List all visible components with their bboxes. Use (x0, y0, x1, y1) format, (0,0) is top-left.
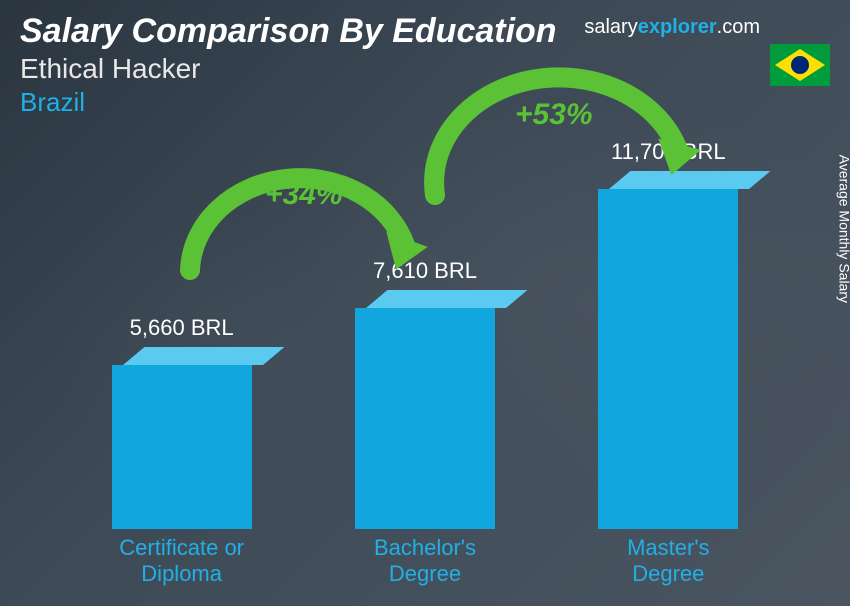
bar-front-face (355, 308, 495, 529)
bar-front-face (598, 189, 738, 529)
brand-accent: explorer (638, 16, 717, 38)
bar-front-face (112, 365, 252, 529)
bar (112, 347, 252, 529)
chart-country: Brazil (20, 87, 557, 118)
chart-title: Salary Comparison By Education (20, 12, 557, 51)
brand-label: salaryexplorer.com (584, 16, 760, 39)
chart-subtitle: Ethical Hacker (20, 53, 557, 85)
growth-percent-label: +34% (265, 178, 343, 212)
bar-group: 7,610 BRL Bachelor'sDegree (335, 258, 515, 586)
growth-percent-label: +53% (515, 98, 593, 132)
bar-chart: 5,660 BRL Certificate orDiploma 7,610 BRL B… (60, 140, 790, 586)
y-axis-label: Average Monthly Salary (836, 155, 850, 303)
bar-top-face (609, 171, 770, 189)
flag-circle (791, 56, 809, 74)
bar (355, 290, 495, 529)
bar-group: 11,700 BRL Master'sDegree (578, 139, 758, 586)
bar-top-face (366, 290, 527, 308)
bar-label: Master'sDegree (627, 535, 709, 586)
bar-label: Certificate orDiploma (119, 535, 244, 586)
bar-label: Bachelor'sDegree (374, 535, 476, 586)
bar-top-face (123, 347, 284, 365)
bar-value: 5,660 BRL (130, 315, 234, 341)
bar (598, 171, 738, 529)
header: Salary Comparison By Education Ethical H… (20, 12, 557, 118)
bar-value: 7,610 BRL (373, 258, 477, 284)
brand-prefix: salary (584, 16, 637, 38)
bar-value: 11,700 BRL (611, 139, 726, 165)
bar-group: 5,660 BRL Certificate orDiploma (92, 315, 272, 586)
brazil-flag-icon (770, 44, 830, 86)
brand-suffix: .com (717, 16, 760, 38)
